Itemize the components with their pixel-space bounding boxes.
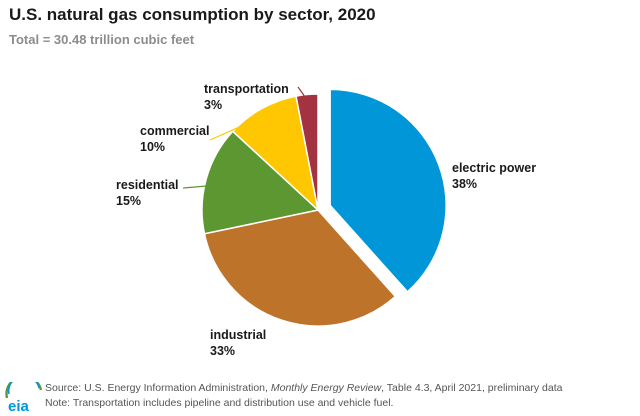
slice-value-transportation: 3% <box>204 98 222 112</box>
leader-line-commercial <box>209 123 247 141</box>
leader-line-residential <box>182 185 208 189</box>
slice-label-industrial: industrial <box>210 328 266 342</box>
footnote: Note: Transportation includes pipeline a… <box>45 397 394 409</box>
chart-title: U.S. natural gas consumption by sector, … <box>9 5 376 24</box>
slice-label-transportation: transportation <box>204 82 289 96</box>
slice-value-residential: 15% <box>116 194 141 208</box>
slice-label-commercial: commercial <box>140 124 209 138</box>
logo-text: eia <box>8 398 30 414</box>
slice-value-commercial: 10% <box>140 140 165 154</box>
eia-logo: eia <box>5 382 43 414</box>
slice-label-electric-power: electric power <box>452 161 536 175</box>
slice-value-industrial: 33% <box>210 344 235 358</box>
pie-slice-transportation <box>295 93 319 211</box>
slice-value-electric-power: 38% <box>452 177 477 191</box>
pie-chart: electric power 38% industrial 33% residentia… <box>116 82 536 358</box>
source-prefix: Source: U.S. Energy Information Administ… <box>45 382 271 394</box>
footer: eia Source: U.S. Energy Information Admi… <box>0 380 640 416</box>
pie-slice-electric-power <box>329 88 447 293</box>
source-title: Monthly Energy Review <box>270 382 382 394</box>
source-note: Source: U.S. Energy Information Administ… <box>45 381 563 395</box>
pie-slice-commercial <box>231 95 320 213</box>
pie-slice-industrial <box>203 209 397 327</box>
pie-slice-residential <box>201 130 320 235</box>
slice-label-residential: residential <box>116 178 179 192</box>
source-suffix: , Table 4.3, April 2021, preliminary dat… <box>381 382 563 394</box>
chart-subtitle: Total = 30.48 trillion cubic feet <box>9 32 195 47</box>
leader-line-transportation <box>297 86 308 101</box>
